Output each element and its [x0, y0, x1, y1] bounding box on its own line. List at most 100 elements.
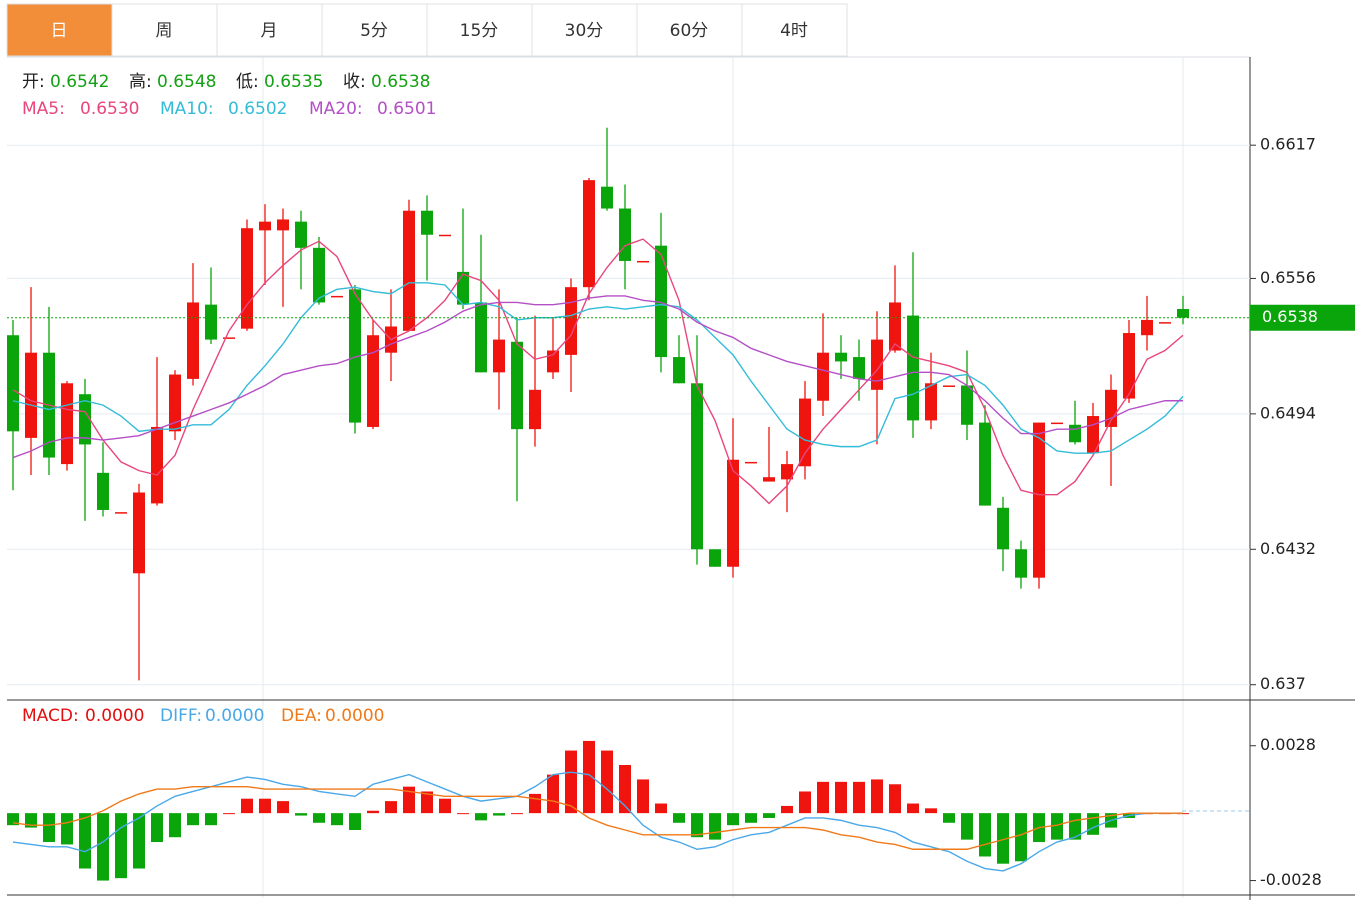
candle-body	[151, 426, 163, 504]
ma-line	[12, 282, 1184, 454]
tab[interactable]	[741, 3, 848, 57]
tab[interactable]	[531, 3, 638, 57]
candle-body	[457, 271, 469, 305]
macd-bar	[979, 813, 991, 857]
macd-bar	[7, 813, 19, 826]
tab[interactable]	[6, 3, 113, 57]
macd-bar	[25, 813, 37, 828]
macd-bar	[529, 793, 541, 814]
tab[interactable]	[636, 3, 743, 57]
macd-bar	[277, 801, 289, 814]
candle-body	[997, 507, 1009, 550]
tab[interactable]	[321, 3, 428, 57]
last-price-label: 0.6538	[1262, 307, 1318, 326]
macd-bar	[745, 813, 757, 823]
tab-label[interactable]: 周	[156, 21, 173, 41]
candle-body	[673, 357, 685, 384]
macd-legend-value: 0.0000	[325, 706, 384, 726]
macd-bar	[439, 798, 451, 814]
ma-line	[12, 238, 1184, 505]
macd-bar	[223, 813, 235, 815]
y-tick-label: 0.6556	[1260, 268, 1316, 287]
candle-body	[259, 221, 271, 231]
macd-bar	[61, 813, 73, 845]
macd-legend-label: DIFF:	[160, 706, 202, 726]
candle-body	[547, 350, 559, 373]
macd-bar	[673, 813, 685, 823]
candle-body	[475, 302, 487, 373]
candle-body	[25, 352, 37, 438]
candle-body	[313, 247, 325, 303]
candle-body	[403, 210, 415, 331]
candle-body	[1159, 322, 1171, 324]
tab-label[interactable]: 60分	[670, 21, 709, 41]
tab-label[interactable]: 4时	[780, 21, 808, 41]
candle-body	[709, 549, 721, 567]
candle-body	[871, 339, 883, 390]
candle-body	[367, 335, 379, 427]
macd-bar	[151, 813, 163, 843]
legend-value: 0.6538	[371, 72, 430, 92]
tab-label[interactable]: 30分	[565, 21, 604, 41]
candle-body	[1033, 422, 1045, 578]
macd-bar	[295, 813, 307, 816]
legend-label: 低:	[236, 72, 259, 92]
candle-body	[763, 477, 775, 482]
macd-line	[12, 771, 1183, 872]
macd-bar	[853, 781, 865, 814]
candle-body	[601, 186, 613, 209]
tab[interactable]	[426, 3, 533, 57]
candle-body	[1123, 333, 1135, 399]
macd-bar	[547, 774, 559, 814]
macd-bar	[619, 765, 631, 814]
y-tick-label: 0.6432	[1260, 539, 1316, 558]
candle-body	[7, 335, 19, 432]
macd-bar	[1051, 813, 1063, 840]
candle-body	[97, 472, 109, 510]
tab-label[interactable]: 月	[261, 21, 278, 41]
candle-body	[1051, 422, 1063, 425]
tab-label[interactable]: 日	[51, 21, 68, 41]
candle-body	[565, 287, 577, 355]
macd-bar	[511, 813, 523, 815]
macd-bar	[259, 798, 271, 814]
macd-bar	[907, 803, 919, 814]
candle-body	[727, 459, 739, 567]
macd-bar	[889, 784, 901, 814]
y-tick-label: 0.6617	[1260, 135, 1316, 154]
candle-body	[1141, 319, 1153, 336]
ma-legend-name: MA20:	[309, 99, 363, 119]
macd-bar	[1015, 813, 1027, 862]
macd-bar	[781, 805, 793, 814]
candle-body	[1015, 549, 1027, 578]
candle-body	[1105, 389, 1117, 427]
macd-bar	[97, 813, 109, 881]
candle-body	[907, 315, 919, 421]
macd-bar	[601, 750, 613, 814]
macd-bar	[565, 750, 577, 814]
legend-value: 0.6535	[264, 72, 323, 92]
tab[interactable]	[216, 3, 323, 57]
candle-body	[187, 302, 199, 379]
candle-body	[61, 383, 73, 465]
macd-bar	[115, 813, 127, 879]
candle-body	[781, 464, 793, 480]
y-tick-label: 0.0028	[1260, 735, 1316, 754]
macd-bar	[331, 813, 343, 826]
tab-label[interactable]: 15分	[460, 21, 499, 41]
legend-value: 0.6548	[157, 72, 216, 92]
tab-label[interactable]: 5分	[360, 21, 388, 41]
macd-bar	[997, 813, 1009, 864]
macd-bar	[205, 813, 217, 826]
y-tick-label: 0.637	[1260, 674, 1306, 693]
candle-body	[817, 352, 829, 401]
macd-bar	[457, 813, 469, 815]
ma-line	[12, 295, 1183, 459]
ma-legend-value: 0.6501	[377, 99, 436, 119]
tab[interactable]	[111, 3, 218, 57]
macd-bar	[835, 781, 847, 814]
macd-bar	[367, 810, 379, 814]
candle-body	[961, 385, 973, 425]
macd-bar	[493, 813, 505, 816]
